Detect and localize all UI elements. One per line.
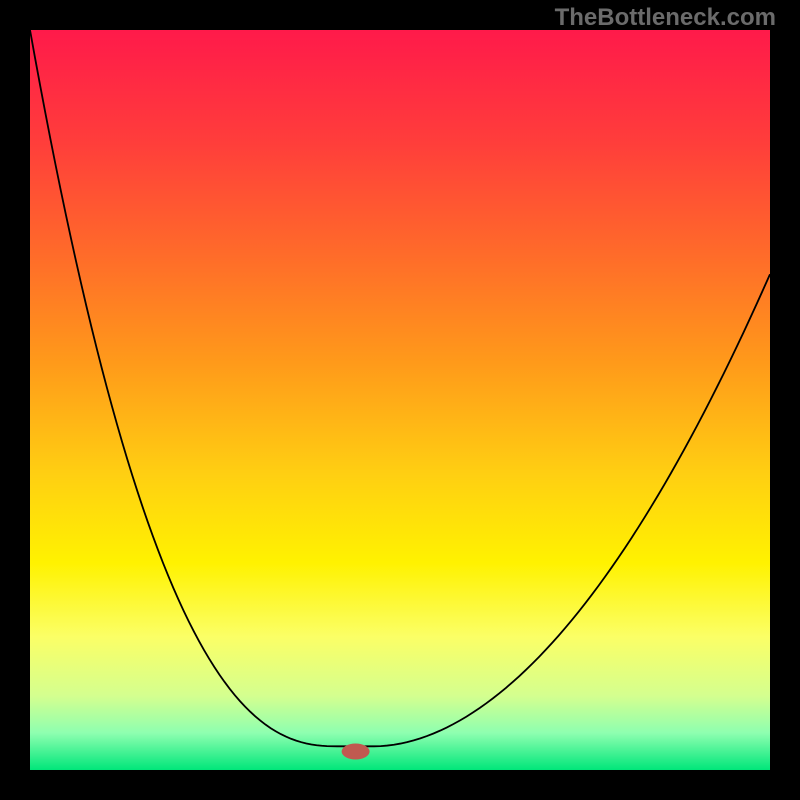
optimum-marker	[342, 744, 370, 760]
chart-frame: TheBottleneck.com	[0, 0, 800, 800]
chart-gradient-background	[30, 30, 770, 770]
watermark-text: TheBottleneck.com	[555, 4, 776, 32]
bottleneck-chart	[0, 0, 800, 800]
